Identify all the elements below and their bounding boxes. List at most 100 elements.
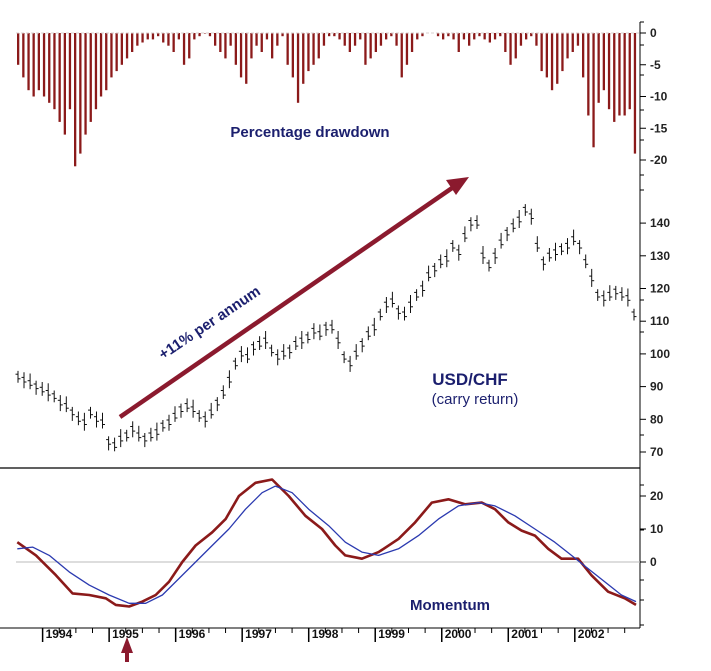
drawdown-bar <box>462 33 466 40</box>
drawdown-bar <box>493 33 497 40</box>
year-label: 2001 <box>511 627 538 641</box>
price-subtitle: (carry return) <box>432 391 519 408</box>
drawdown-bar <box>63 33 66 135</box>
drawdown-bar <box>592 33 595 148</box>
drawdown-bar <box>234 33 237 65</box>
drawdown-bar <box>167 33 170 46</box>
drawdown-bar <box>271 33 274 59</box>
drawdown-bar <box>146 33 149 40</box>
drawdown-bar <box>540 33 543 72</box>
drawdown-bar <box>333 33 336 37</box>
price-axis-tick-label: 70 <box>650 445 664 459</box>
drawdown-bar <box>53 33 56 110</box>
drawdown-bar <box>27 33 30 91</box>
trend-arrow <box>118 184 457 419</box>
drawdown-bar <box>338 33 341 40</box>
drawdown-bar <box>89 33 92 122</box>
drawdown-bar <box>504 33 507 52</box>
drawdown-bar <box>561 33 564 72</box>
trend-arrow-head <box>446 177 469 195</box>
drawdown-bar <box>374 33 377 52</box>
year-label: 1998 <box>312 627 339 641</box>
drawdown-bar <box>566 33 569 59</box>
drawdown-bar <box>322 33 326 46</box>
momentum-series-momentum <box>16 478 637 608</box>
drawdown-bar <box>545 33 548 78</box>
drawdown-bar <box>131 33 134 52</box>
drawdown-bar <box>162 33 165 43</box>
drawdown-bar <box>499 33 502 37</box>
drawdown-bar <box>582 33 585 78</box>
drawdown-axis-tick-label: -20 <box>650 153 668 167</box>
drawdown-bar <box>385 33 388 40</box>
drawdown-bar <box>281 33 284 37</box>
drawdown-bar <box>48 33 51 103</box>
drawdown-bar <box>141 33 144 43</box>
drawdown-bar <box>17 33 20 65</box>
drawdown-axis-tick-label: -15 <box>650 121 668 135</box>
drawdown-axis-tick-label: 0 <box>650 26 657 40</box>
drawdown-bar <box>296 33 300 103</box>
drawdown-bar <box>317 33 320 59</box>
momentum-axis-tick-label: 0 <box>650 555 657 569</box>
drawdown-bar <box>483 33 486 40</box>
drawdown-bar <box>556 33 559 84</box>
drawdown-bar <box>525 33 528 40</box>
drawdown-bar <box>239 33 243 78</box>
drawdown-bar <box>395 33 398 46</box>
drawdown-bar <box>151 33 155 40</box>
price-axis-tick-label: 100 <box>650 347 670 361</box>
year-label: 2000 <box>445 627 472 641</box>
drawdown-bar <box>509 33 512 65</box>
price-panel <box>15 204 637 452</box>
drawdown-bar <box>633 33 637 154</box>
drawdown-bar <box>58 33 61 122</box>
drawdown-bar <box>519 33 523 46</box>
axis-ticks: 0 -5 -10 -15 -20 70 80 90 100 110 120 130 140 0 10 20 <box>640 21 670 626</box>
drawdown-bar <box>94 33 98 110</box>
drawdown-bar <box>597 33 600 103</box>
momentum-title: Momentum <box>410 597 490 614</box>
drawdown-bar <box>328 33 331 37</box>
drawdown-bar <box>447 33 450 37</box>
drawdown-bar <box>488 33 491 43</box>
drawdown-bar <box>42 33 46 97</box>
drawdown-bar <box>302 33 305 84</box>
drawdown-bar <box>607 33 611 110</box>
drawdown-bar <box>260 33 263 52</box>
year-label: 1994 <box>46 627 73 641</box>
drawdown-bar <box>452 33 455 40</box>
drawdown-bar <box>348 33 351 52</box>
drawdown-bar <box>37 33 40 91</box>
drawdown-bar <box>265 33 269 40</box>
momentum-panel <box>16 478 640 608</box>
drawdown-bar <box>457 33 460 52</box>
drawdown-bar <box>214 33 217 46</box>
drawdown-axis-tick-label: -5 <box>650 58 661 72</box>
drawdown-bar <box>410 33 414 52</box>
drawdown-bar <box>203 33 206 34</box>
year-label: 2002 <box>578 627 605 641</box>
drawdown-bar <box>250 33 253 59</box>
price-title: USD/CHF <box>432 370 508 389</box>
price-axis-tick-label: 80 <box>650 412 664 426</box>
drawdown-bar <box>514 33 517 59</box>
drawdown-bar <box>245 33 248 84</box>
drawdown-bar <box>602 33 605 91</box>
drawdown-bar <box>99 33 103 97</box>
drawdown-bar <box>442 33 445 40</box>
drawdown-bar <box>208 33 212 37</box>
momentum-series-smoothed <box>17 485 637 604</box>
year-label: 1996 <box>179 627 206 641</box>
price-axis-tick-label: 110 <box>650 314 670 328</box>
drawdown-axis-tick-label: -10 <box>650 90 668 104</box>
momentum-axis-tick-label: 10 <box>650 522 664 536</box>
drawdown-bar <box>587 33 590 116</box>
entry-arrow-head <box>121 637 133 653</box>
price-axis-tick-label: 130 <box>650 249 670 263</box>
drawdown-bar <box>405 33 409 65</box>
drawdown-bar <box>400 33 403 78</box>
drawdown-bar <box>224 33 227 59</box>
drawdown-bar <box>84 33 87 135</box>
